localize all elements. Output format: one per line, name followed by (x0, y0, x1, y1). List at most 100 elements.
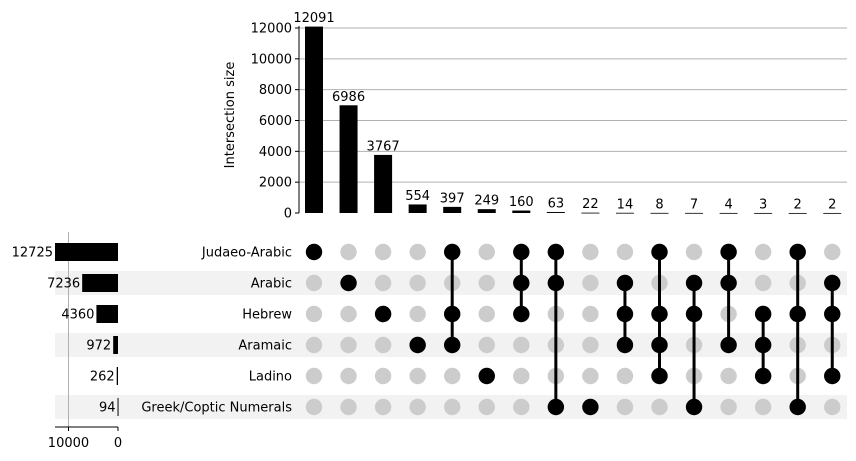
y-tick-label: 10000 (251, 52, 292, 67)
matrix-dot-inactive (582, 305, 599, 323)
intersection-value-label: 7 (690, 197, 698, 212)
matrix-dot-active (720, 274, 737, 292)
set-name-label: Greek/Coptic Numerals (141, 401, 292, 416)
intersection-bar (477, 209, 496, 213)
matrix-dot-active (616, 305, 634, 323)
intersection-value-label: 6986 (332, 90, 365, 105)
matrix-dot-active (789, 305, 806, 323)
matrix-dot-active (754, 305, 772, 323)
intersection-value-label: 12091 (293, 11, 334, 26)
gridlines (67, 27, 847, 427)
y-tick-label: 8000 (259, 83, 292, 98)
matrix-dot-active (789, 243, 806, 261)
intersection-value-label: 397 (440, 191, 465, 206)
x-tick-label: 0 (114, 436, 122, 451)
intersection-bar (305, 26, 323, 214)
matrix-dot-inactive (720, 367, 737, 385)
matrix-dot-active (513, 305, 530, 323)
intersection-value-label: 63 (548, 197, 565, 212)
intersection-value-label: 160 (509, 195, 534, 210)
intersection-value-label: 249 (474, 194, 499, 209)
matrix-dot-inactive (409, 274, 426, 292)
intersection-bar (443, 206, 462, 213)
matrix-dot-inactive (754, 274, 772, 292)
set-size-bars: 12725 Judaeo-Arabic 7236 Arabic 4360 Hebrew 97… (12, 243, 292, 416)
intersection-bar (650, 212, 669, 214)
membership-matrix (305, 243, 841, 416)
matrix-dot-inactive (305, 305, 323, 323)
matrix-dot-active (685, 305, 703, 323)
matrix-dot-inactive (478, 305, 495, 323)
matrix-dot-active (616, 274, 634, 292)
matrix-dot-inactive (305, 367, 323, 385)
matrix-dot-inactive (374, 274, 392, 292)
matrix-dot-active (824, 274, 841, 292)
matrix-dot-inactive (409, 367, 426, 385)
matrix-dot-inactive (409, 243, 426, 261)
intersection-value-label: 14 (617, 197, 634, 212)
set-name-label: Judaeo-Arabic (201, 246, 292, 261)
intersection-bar (408, 204, 427, 213)
matrix-dot-inactive (616, 367, 634, 385)
matrix-dot-inactive (340, 305, 357, 323)
set-size-bar (116, 367, 118, 385)
matrix-dot-active (616, 336, 634, 354)
matrix-dot-active (651, 305, 668, 323)
matrix-dot-active (547, 398, 565, 416)
intersection-value-label: 2 (828, 197, 836, 212)
intersection-value-label: 4 (724, 197, 732, 212)
intersection-value-label: 8 (655, 197, 663, 212)
matrix-dot-inactive (478, 274, 495, 292)
matrix-dot-active (478, 367, 495, 385)
intersection-bar (581, 212, 600, 214)
x-tick-label: 10000 (48, 436, 89, 451)
matrix-dot-inactive (305, 274, 323, 292)
matrix-dot-active (305, 243, 323, 261)
y-axis-label: Intersection size (223, 62, 238, 169)
matrix-dot-active (547, 274, 565, 292)
intersection-bar (512, 210, 531, 213)
matrix-dot-inactive (340, 398, 357, 416)
matrix-dot-active (651, 336, 668, 354)
matrix-dot-active (547, 243, 565, 261)
y-tick-label: 6000 (259, 114, 292, 129)
y-tick-label: 12000 (251, 22, 292, 37)
matrix-dot-inactive (720, 398, 737, 416)
matrix-dot-active (651, 367, 668, 385)
matrix-dot-inactive (374, 398, 392, 416)
matrix-dot-inactive (305, 398, 323, 416)
matrix-dot-inactive (582, 336, 599, 354)
set-name-label: Ladino (249, 370, 292, 385)
matrix-dot-active (444, 336, 461, 354)
set-size-value-label: 7236 (47, 277, 80, 292)
set-size-bar (113, 336, 118, 354)
intersection-bar (685, 212, 704, 214)
set-size-value-label: 262 (90, 370, 115, 385)
matrix-dot-inactive (444, 398, 461, 416)
matrix-dot-inactive (478, 243, 495, 261)
axes: 0 2000 4000 6000 8000 10000 12000 10000 0 (48, 22, 300, 451)
matrix-dot-active (685, 398, 703, 416)
matrix-dot-inactive (582, 367, 599, 385)
matrix-dot-active (374, 305, 392, 323)
intersection-bar (719, 212, 738, 214)
set-size-bar (117, 398, 119, 416)
intersection-value-label: 3 (759, 197, 767, 212)
matrix-dot-inactive (374, 336, 392, 354)
matrix-dot-inactive (616, 398, 634, 416)
set-size-bar (55, 243, 118, 261)
matrix-dot-inactive (340, 243, 357, 261)
matrix-dot-inactive (513, 336, 530, 354)
matrix-dot-active (444, 243, 461, 261)
intersection-bar (823, 212, 842, 214)
intersection-bar (754, 212, 773, 214)
matrix-dot-inactive (478, 398, 495, 416)
set-name-label: Arabic (251, 277, 292, 292)
matrix-dot-inactive (651, 398, 668, 416)
matrix-dot-inactive (616, 243, 634, 261)
set-size-value-label: 94 (99, 401, 116, 416)
matrix-dot-inactive (754, 243, 772, 261)
y-tick-label: 2000 (259, 176, 292, 191)
